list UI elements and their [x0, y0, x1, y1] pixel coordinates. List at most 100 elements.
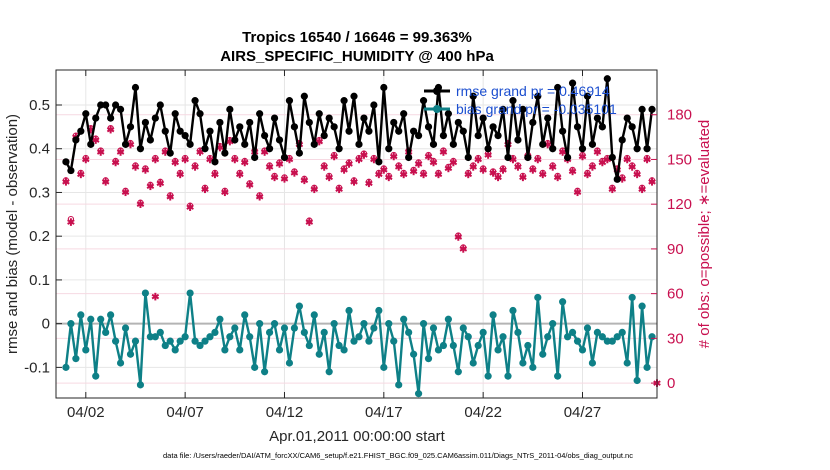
- rmse-marker: [499, 105, 507, 113]
- obs-evaluated-marker: [191, 163, 199, 171]
- rmse-marker: [618, 136, 626, 144]
- y-tick-label: 0.1: [29, 272, 50, 289]
- rmse-marker: [280, 153, 289, 162]
- rmse-marker: [131, 83, 140, 92]
- bias-marker: [464, 333, 472, 341]
- obs-evaluated-marker: [424, 152, 433, 161]
- rmse-marker: [186, 140, 194, 148]
- bias-marker: [305, 341, 313, 350]
- bias-marker: [186, 289, 194, 297]
- rmse-marker: [231, 136, 239, 144]
- bias-marker: [469, 359, 477, 367]
- bias-marker: [136, 381, 145, 389]
- bias-marker: [62, 363, 70, 371]
- bias-marker: [514, 328, 522, 336]
- bias-marker: [385, 320, 393, 328]
- bias-marker: [251, 363, 259, 371]
- obs-evaluated-marker: [469, 163, 478, 171]
- bias-marker: [290, 324, 299, 332]
- obs-evaluated-marker: [648, 178, 656, 186]
- bias-marker: [603, 337, 611, 345]
- y-right-tick-label: 30: [667, 330, 684, 347]
- rmse-marker: [320, 132, 328, 140]
- rmse-marker: [489, 123, 497, 131]
- bias-marker: [82, 346, 90, 354]
- rmse-marker: [102, 101, 110, 109]
- rmse-marker: [494, 132, 502, 140]
- bias-marker: [310, 311, 318, 319]
- rmse-marker: [395, 127, 403, 135]
- bias-marker: [623, 359, 631, 367]
- obs-evaluated-marker: [171, 158, 179, 167]
- bias-marker: [365, 337, 373, 345]
- rmse-marker: [375, 158, 383, 166]
- obs-evaluated-marker: [434, 170, 443, 179]
- obs-evaluated-marker: [146, 182, 155, 191]
- rmse-marker: [350, 92, 358, 100]
- bias-marker: [648, 333, 656, 341]
- obs-evaluated-marker: [235, 170, 244, 179]
- bias-marker: [638, 302, 646, 310]
- rmse-marker: [593, 114, 601, 122]
- rmse-marker: [400, 110, 408, 118]
- obs-evaluated-marker: [350, 178, 358, 186]
- bias-marker: [320, 328, 328, 336]
- bias-marker: [221, 346, 229, 354]
- bias-marker: [72, 355, 80, 363]
- bias-marker: [107, 311, 115, 319]
- rmse-marker: [638, 105, 646, 113]
- obs-evaluated-marker: [558, 148, 567, 156]
- bias-marker: [181, 333, 189, 341]
- y-axis-right: 0 30 60 90 120 150 180: [651, 107, 692, 392]
- obs-evaluated-marker: [77, 170, 85, 179]
- obs-evaluated-marker: [151, 292, 160, 301]
- obs-evaluated-marker: [514, 163, 522, 171]
- rmse-marker: [469, 92, 477, 100]
- obs-evaluated-marker: [534, 155, 542, 164]
- bias-marker: [633, 376, 641, 385]
- bias-marker: [246, 333, 254, 341]
- bias-marker: [285, 359, 294, 367]
- bias-marker: [270, 320, 279, 328]
- rmse-marker: [559, 127, 567, 135]
- rmse-marker: [514, 136, 522, 144]
- bias-marker: [280, 324, 289, 332]
- rmse-marker: [563, 153, 572, 162]
- obs-evaluated-marker: [568, 167, 577, 176]
- rmse-marker: [365, 127, 373, 135]
- bias-marker: [131, 337, 140, 345]
- rmse-marker: [330, 123, 338, 131]
- rmse-marker: [310, 140, 318, 148]
- obs-evaluated-marker: [320, 163, 329, 171]
- bias-marker: [380, 363, 388, 371]
- rmse-marker: [136, 145, 145, 153]
- rmse-marker: [82, 110, 90, 118]
- obs-evaluated-marker: [548, 163, 557, 171]
- obs-evaluated-marker: [454, 233, 463, 241]
- obs-evaluated-marker: [280, 175, 289, 183]
- bias-marker: [395, 381, 403, 389]
- rmse-marker: [479, 114, 487, 122]
- obs-evaluated-marker: [399, 170, 408, 179]
- obs-evaluated-marker: [156, 179, 165, 188]
- bias-marker: [330, 320, 338, 328]
- bias-marker: [226, 333, 234, 341]
- bias-marker: [474, 341, 482, 350]
- obs-evaluated-marker: [62, 178, 70, 186]
- obs-evaluated-marker: [414, 160, 423, 168]
- y-tick-label: 0.3: [29, 184, 50, 201]
- obs-evaluated-marker: [553, 173, 562, 182]
- rmse-marker: [608, 153, 616, 162]
- bias-marker: [265, 328, 274, 336]
- rmse-marker: [295, 149, 303, 157]
- obs-evaluated-marker: [111, 158, 120, 167]
- obs-evaluated-marker: [593, 148, 602, 156]
- rmse-marker: [360, 114, 368, 122]
- rmse-marker: [583, 92, 592, 100]
- bias-marker: [360, 320, 368, 328]
- bias-marker: [608, 337, 616, 345]
- rmse-marker: [166, 149, 174, 157]
- y-tick-label: 0.4: [29, 141, 50, 158]
- y-axis-left: -0.1 0 0.1 0.2 0.3 0.4 0.5: [24, 97, 62, 376]
- rmse-marker: [335, 145, 343, 153]
